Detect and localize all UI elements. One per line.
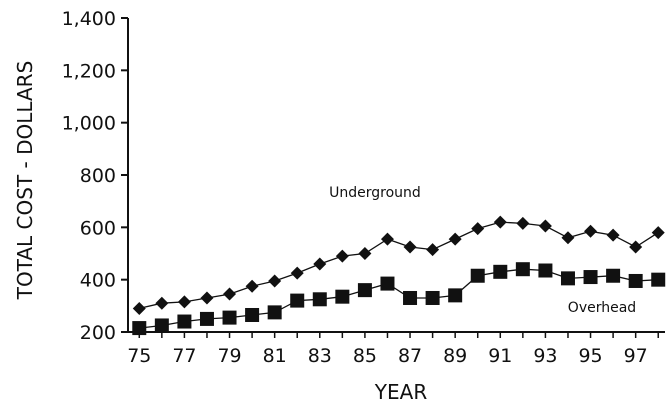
data-point-underground [245,279,259,293]
y-tick-label: 1,200 [62,60,116,82]
data-point-overhead [290,293,305,308]
data-point-overhead [403,290,418,305]
chart-axes [127,18,665,333]
data-point-overhead [380,276,395,291]
data-point-underground [313,257,327,271]
data-point-overhead [154,318,169,333]
data-point-overhead [470,268,485,283]
x-tick-label: 75 [127,345,151,367]
data-point-underground [538,219,552,233]
data-point-overhead [222,310,237,325]
x-tick-label: 93 [533,345,557,367]
y-axis-title: TOTAL COST - DOLLARS [13,61,37,301]
data-point-underground [155,296,169,310]
x-axis-ticks: 75 77 79 81 83 85 87 89 91 93 95 97 [127,332,659,367]
y-tick-label: 200 [80,322,116,344]
data-point-overhead [515,262,530,277]
series-markers [132,215,666,336]
data-point-overhead [583,270,598,285]
x-tick-label: 83 [308,345,332,367]
data-point-overhead [357,283,372,298]
data-point-underground [358,247,372,260]
data-point-underground [380,232,394,246]
data-point-underground [132,301,146,315]
x-tick-label: 91 [488,345,512,367]
data-point-overhead [493,264,508,279]
series-line-underground [139,221,659,310]
data-point-overhead [538,263,553,278]
data-point-underground [606,228,620,242]
data-point-underground [629,240,643,254]
data-point-underground [268,274,282,288]
data-point-overhead [448,288,463,303]
data-point-underground [493,215,507,229]
series-line-overhead [139,268,659,329]
data-point-overhead [628,273,643,288]
data-point-overhead [651,272,666,287]
data-point-overhead [132,321,147,336]
data-point-overhead [245,307,260,322]
x-tick-label: 95 [578,345,602,367]
data-point-underground [584,224,598,238]
data-point-overhead [606,268,621,283]
data-point-underground [516,216,530,230]
x-axis-title: YEAR [374,380,428,404]
data-point-overhead [335,289,350,304]
x-tick-label: 89 [443,345,467,367]
data-point-overhead [425,290,440,305]
y-tick-label: 600 [80,217,116,239]
y-tick-label: 1,000 [62,113,116,135]
data-point-overhead [312,292,327,307]
data-point-underground [448,232,462,246]
data-point-overhead [199,311,214,326]
data-point-underground [335,249,349,263]
x-tick-label: 97 [624,345,648,367]
y-axis-ticks: 200 400 600 800 1,000 1,200 1,400 [62,8,128,344]
data-point-underground [561,231,575,245]
underground-series-label: Underground [329,185,421,201]
x-tick-label: 79 [217,345,241,367]
data-point-overhead [177,314,192,329]
data-point-underground [290,266,304,280]
data-point-overhead [267,305,282,320]
overhead-series-label: Overhead [568,300,636,316]
x-tick-label: 81 [263,345,287,367]
data-point-underground [651,226,665,240]
y-tick-label: 1,400 [62,8,116,30]
data-point-underground [403,240,417,254]
data-point-underground [471,222,485,236]
y-tick-label: 400 [80,270,116,292]
data-point-underground [426,243,440,257]
x-tick-label: 87 [398,345,422,367]
x-tick-label: 85 [353,345,377,367]
data-point-overhead [560,271,575,286]
x-tick-label: 77 [172,345,196,367]
data-point-underground [200,291,214,305]
y-tick-label: 800 [80,165,116,187]
data-point-underground [223,287,237,301]
data-point-underground [177,295,191,309]
